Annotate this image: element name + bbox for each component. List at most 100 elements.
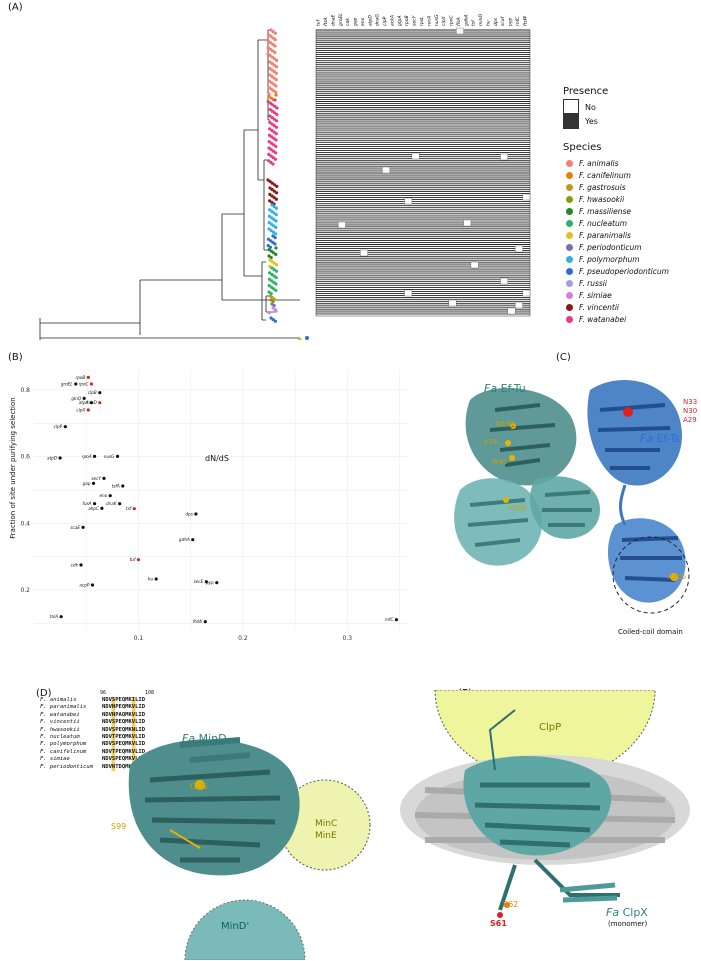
- scatter-point: [100, 506, 104, 510]
- species-legend-item: F. hwasookii: [563, 193, 669, 205]
- scatter-point: [59, 615, 63, 619]
- chart-ylabel: Fraction of site under purifying selecti…: [9, 397, 17, 539]
- gene-column-label: dps: [493, 17, 499, 26]
- species-legend-item: F. massiliense: [563, 205, 669, 217]
- x-tick-label: 0.1: [134, 635, 144, 642]
- point-label: gdhA: [179, 537, 190, 542]
- tu-residue-k74: K74: [484, 438, 498, 446]
- alignment-row: F. simiae NDVSPEQMKVLID: [40, 756, 146, 764]
- point-label: gap: [83, 481, 91, 486]
- point-label: eno: [99, 493, 107, 498]
- species-label: F. gastrosuis: [579, 182, 626, 192]
- scatter-point: [82, 396, 86, 400]
- clpx-monomer-label: (monomer): [608, 920, 648, 928]
- species-label: F. animalis: [579, 158, 619, 168]
- scatter-point: [136, 558, 141, 562]
- species-label: F. polymorphum: [579, 254, 640, 264]
- species-label: F. periodonticum: [579, 242, 642, 252]
- point-label: fusA: [82, 501, 91, 506]
- point-label: tuf: [130, 557, 136, 562]
- point-label: secY: [91, 476, 101, 481]
- scatter-point: [115, 454, 120, 458]
- species-legend-item: F. simiae: [563, 289, 669, 301]
- scatter-point: [63, 425, 67, 429]
- gene-column-label: tuf: [316, 18, 322, 26]
- clpx-res-s61: S61: [490, 919, 507, 928]
- alignment-sequence: NDVSPEQMKILID: [102, 697, 146, 705]
- species-legend-item: F. periodonticum: [563, 241, 669, 253]
- mind-res-i105: I105: [190, 782, 208, 791]
- species-legend-title: Species: [563, 142, 602, 153]
- alignment-species: F. animalis: [40, 697, 77, 703]
- y-tick-label: 0.6: [20, 454, 30, 461]
- scatter-point: [194, 512, 198, 516]
- species-dot: [566, 183, 573, 191]
- point-label: clpX: [76, 408, 85, 413]
- gene-column-label: rpoB: [404, 15, 410, 26]
- species-dot: [566, 267, 573, 275]
- phylogenetic-tree: [39, 29, 300, 340]
- species-dot: [566, 219, 573, 227]
- x-tick-label: 0.2: [238, 635, 248, 642]
- species-legend-item: F. polymorphum: [563, 253, 669, 265]
- point-label: tsfA: [112, 484, 120, 489]
- clpx-res-s62: S62: [503, 900, 519, 909]
- alignment-species: F. canifelinum: [40, 748, 87, 755]
- gene-column-label: secY: [412, 14, 418, 26]
- alignment-sequence: NDVNTDQMKELIF: [102, 763, 146, 771]
- point-label: tsf: [126, 506, 132, 511]
- species-label: F. hwasookii: [579, 194, 625, 204]
- alignment-row: F. hwasookii NDVSPEQMKNLID: [40, 726, 146, 734]
- panel-label-d: (D): [36, 688, 52, 699]
- species-dot: [566, 171, 573, 179]
- species-dot: [566, 243, 573, 251]
- y-tick-label: 0.8: [20, 387, 30, 394]
- gene-column-label: nusG: [434, 14, 440, 26]
- point-label: clpP: [54, 424, 63, 429]
- scatter-point: [108, 494, 112, 498]
- point-label: tolA: [50, 614, 58, 619]
- ef-tu-label: Fa Ef-Tu: [484, 382, 526, 395]
- species-legend: Species F. animalis F. canifelinum F. gast…: [563, 142, 669, 325]
- ts-residue-a205: A205: [668, 573, 687, 581]
- alignment-row: F. polymorphum NDVSPEQMKVLID: [40, 741, 146, 749]
- gene-column-label: scaf: [500, 15, 506, 26]
- species-legend-item: F. vincentii: [563, 301, 669, 313]
- species-label: F. vincentii: [579, 302, 619, 312]
- species-legend-item: F. animalis: [563, 157, 669, 169]
- alignment-row: F. watanabei NDVNPAQMKVLID: [40, 711, 146, 720]
- scatter-point: [81, 525, 85, 529]
- tu-residue-w41: W41: [492, 458, 508, 466]
- alignment-species: F. watanabei: [40, 711, 80, 718]
- point-label: rpoC: [79, 382, 89, 387]
- ef-tu-cartoon: [454, 388, 600, 566]
- minD-alignment: F. animalis NDVSPEQMKILID F. paranimalis ND…: [40, 697, 146, 771]
- gene-column-label: gdhA: [463, 14, 469, 26]
- scatter-point: [86, 408, 90, 412]
- point-label: pyp: [205, 580, 214, 585]
- phylogeny-presence-figure: tuf ftsA dnaE groEL cdk gap eno atpD dnaG clpP ack…: [39, 13, 531, 340]
- gene-column-label: ackA: [389, 15, 395, 26]
- species-legend-item: F. russii: [563, 277, 669, 289]
- scatter-point: [79, 563, 83, 567]
- gene-column-label: tsf: [471, 19, 477, 26]
- alignment-species: F. paranimalis: [40, 704, 87, 711]
- species-label: F. pseudoperiodonticum: [579, 266, 669, 276]
- scatter-point: [132, 507, 136, 511]
- gene-column-label: ffsA: [456, 17, 462, 26]
- alignment-pos-end: 108: [145, 690, 155, 696]
- point-label: acpP: [79, 583, 90, 588]
- gene-column-label: pyp: [509, 17, 514, 27]
- ts-residue-highlight: [623, 407, 633, 417]
- alignment-species: F. nucleatum: [40, 733, 80, 740]
- x-tick-label: 0.3: [343, 635, 353, 642]
- species-dot: [566, 195, 573, 203]
- scatter-point: [203, 620, 207, 624]
- scatter-point: [58, 456, 62, 460]
- point-label: ftsW: [193, 619, 203, 624]
- mind-structure: [128, 737, 371, 960]
- tu-residue-h300: H300: [508, 504, 527, 512]
- gene-column-label: atpD: [367, 15, 373, 26]
- scatter-point: [102, 476, 106, 480]
